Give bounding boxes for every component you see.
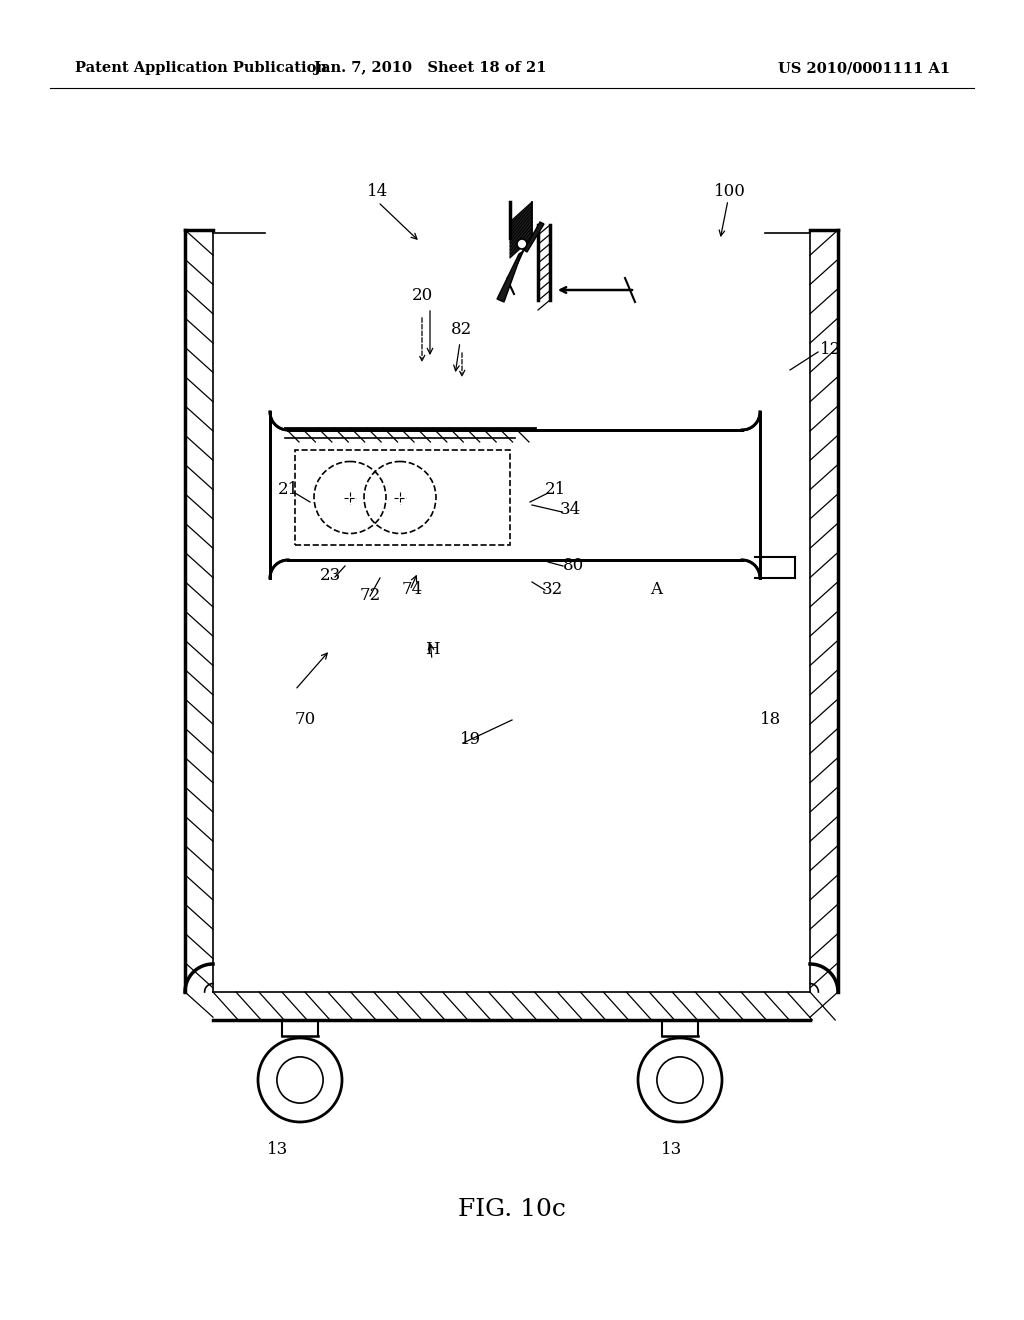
Text: 32: 32 bbox=[542, 582, 563, 598]
Text: 21: 21 bbox=[278, 482, 299, 499]
Text: Patent Application Publication: Patent Application Publication bbox=[75, 61, 327, 75]
Bar bbox=[295, 450, 510, 545]
Polygon shape bbox=[497, 252, 522, 302]
Text: 19: 19 bbox=[460, 731, 481, 748]
Text: 12: 12 bbox=[820, 342, 842, 359]
Circle shape bbox=[517, 239, 527, 249]
Polygon shape bbox=[524, 222, 544, 252]
Text: 34: 34 bbox=[560, 502, 582, 519]
Text: FIG. 10c: FIG. 10c bbox=[458, 1199, 566, 1221]
Circle shape bbox=[276, 1057, 324, 1104]
Text: 82: 82 bbox=[452, 322, 473, 338]
Circle shape bbox=[258, 1038, 342, 1122]
Text: 20: 20 bbox=[412, 286, 432, 304]
Circle shape bbox=[638, 1038, 722, 1122]
Text: 70: 70 bbox=[294, 711, 315, 729]
Text: 80: 80 bbox=[563, 557, 585, 573]
Circle shape bbox=[657, 1057, 703, 1104]
Text: 23: 23 bbox=[319, 566, 341, 583]
Text: US 2010/0001111 A1: US 2010/0001111 A1 bbox=[778, 61, 950, 75]
Text: 13: 13 bbox=[662, 1142, 683, 1159]
Text: 18: 18 bbox=[760, 711, 781, 729]
Text: 13: 13 bbox=[267, 1142, 289, 1159]
Text: 100: 100 bbox=[714, 183, 745, 201]
Text: 14: 14 bbox=[368, 183, 389, 201]
Text: H: H bbox=[425, 642, 439, 659]
Text: 72: 72 bbox=[359, 586, 381, 603]
Text: 21: 21 bbox=[545, 482, 565, 499]
Text: Jan. 7, 2010   Sheet 18 of 21: Jan. 7, 2010 Sheet 18 of 21 bbox=[313, 61, 546, 75]
Polygon shape bbox=[270, 412, 760, 578]
Text: 74: 74 bbox=[401, 582, 423, 598]
Text: A: A bbox=[650, 582, 662, 598]
